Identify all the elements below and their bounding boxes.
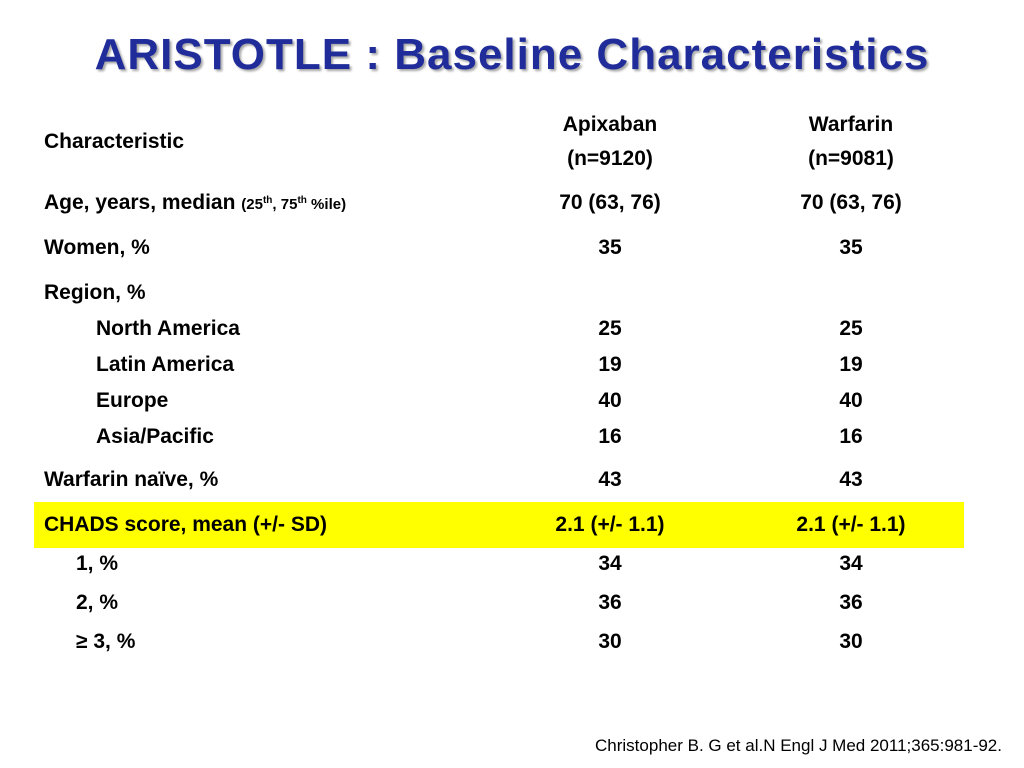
table-row-region-item: North America 25 25	[34, 317, 964, 347]
table-row-chads-item: 1, % 34 34	[34, 552, 964, 582]
table-row-warfarin-naive: Warfarin naïve, % 43 43	[34, 468, 964, 498]
header-warfarin-name: Warfarin	[808, 113, 894, 136]
region-label: Region, %	[44, 281, 146, 304]
region-item-apixaban: 40	[598, 389, 622, 412]
warfarin-naive-label: Warfarin naïve, %	[44, 468, 219, 491]
region-item-warfarin: 25	[839, 317, 863, 340]
age-qualifier: (25th, 75th %ile)	[241, 195, 347, 213]
chads-apixaban: 2.1 (+/- 1.1)	[555, 513, 665, 536]
region-item-label: Asia/Pacific	[96, 425, 214, 448]
region-item-warfarin: 19	[839, 353, 863, 376]
chads-item-warfarin: 36	[839, 591, 863, 614]
age-label: Age, years, median	[44, 191, 236, 214]
region-item-label: North America	[96, 317, 240, 340]
chads-label: CHADS score, mean (+/- SD)	[44, 513, 327, 536]
table-row-chads-item: ≥ 3, % 30 30	[34, 630, 964, 660]
warfarin-naive-warfarin: 43	[839, 468, 863, 491]
table-row-region-item: Asia/Pacific 16 16	[34, 425, 964, 455]
region-item-apixaban: 16	[598, 425, 622, 448]
chads-item-label: 1, %	[76, 552, 119, 575]
chads-item-warfarin: 34	[839, 552, 863, 575]
women-apixaban: 35	[598, 236, 622, 259]
table-row-chads-item: 2, % 36 36	[34, 591, 964, 621]
chads-item-label: 2, %	[76, 591, 119, 614]
header-apixaban-name: Apixaban	[562, 113, 658, 136]
header-warfarin-n: (n=9081)	[808, 147, 894, 170]
warfarin-naive-apixaban: 43	[598, 468, 622, 491]
slide-title: ARISTOTLE : Baseline Characteristics	[94, 30, 930, 79]
region-item-warfarin: 16	[839, 425, 863, 448]
age-apixaban: 70 (63, 76)	[559, 191, 661, 214]
chads-item-apixaban: 36	[598, 591, 622, 614]
chads-item-label: ≥ 3, %	[76, 630, 136, 653]
age-warfarin: 70 (63, 76)	[800, 191, 902, 214]
region-item-label: Europe	[96, 389, 169, 412]
chads-item-apixaban: 34	[598, 552, 622, 575]
header-characteristic: Characteristic	[44, 130, 185, 153]
table-row-region-item: Europe 40 40	[34, 389, 964, 419]
table-row-region-item: Latin America 19 19	[34, 353, 964, 383]
table-row-region: Region, %	[34, 281, 964, 311]
region-item-warfarin: 40	[839, 389, 863, 412]
region-item-label: Latin America	[96, 353, 235, 376]
chads-warfarin: 2.1 (+/- 1.1)	[796, 513, 906, 536]
table-row-chads-highlight: CHADS score, mean (+/- SD) 2.1 (+/- 1.1)…	[34, 502, 964, 548]
women-warfarin: 35	[839, 236, 863, 259]
chads-item-apixaban: 30	[598, 630, 622, 653]
citation: Christopher B. G et al.N Engl J Med 2011…	[595, 736, 1002, 755]
table-row-age: Age, years, median (25th, 75th %ile) 70 …	[34, 191, 964, 221]
row-label: Age, years, median (25th, 75th %ile)	[44, 191, 346, 215]
chads-item-warfarin: 30	[839, 630, 863, 653]
women-label: Women, %	[44, 236, 150, 259]
table-header: Characteristic Apixaban (n=9120) Warfari…	[34, 108, 964, 178]
region-item-apixaban: 19	[598, 353, 622, 376]
table-row-women: Women, % 35 35	[34, 236, 964, 266]
header-apixaban-n: (n=9120)	[567, 147, 653, 170]
region-item-apixaban: 25	[598, 317, 622, 340]
